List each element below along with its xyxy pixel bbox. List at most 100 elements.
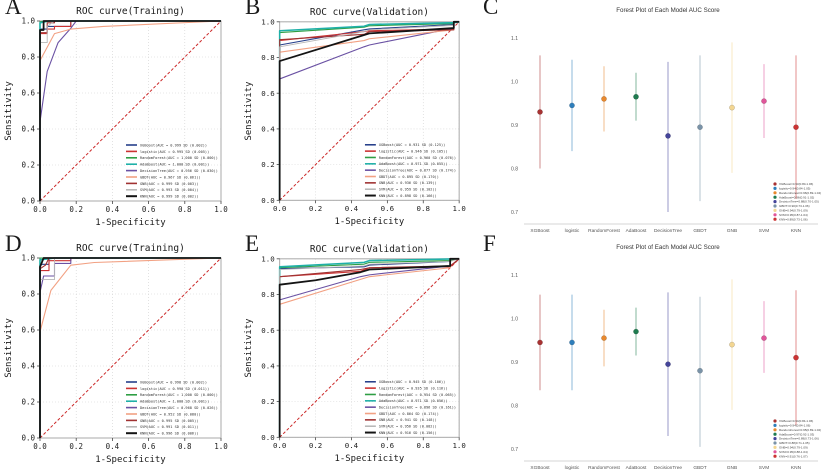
y-tick-label: 0.4 xyxy=(261,361,275,370)
chance-reference-line xyxy=(279,21,460,201)
legend-entry-label: logistic=0.94(0.84-1.05) xyxy=(779,187,810,191)
y-tick-label: 0.8 xyxy=(21,53,35,62)
y-tick-label: 0.0 xyxy=(261,196,274,205)
y-tick-label: 0.9 xyxy=(511,360,518,366)
chart-title: ROC curve(Validation) xyxy=(310,7,429,18)
x-tick-label: 1.0 xyxy=(214,442,228,451)
x-tick-label: 0.2 xyxy=(309,441,322,450)
chart-title: ROC curve(Validation) xyxy=(310,244,429,255)
legend-entry-label: KNN=0.89(0.73-1.06) xyxy=(779,217,808,221)
panel-d: D 0.0 0.0 0.2 0.2 0.4 0.4 0.6 0.6 0.8 0.8 1.0 1.0 RO… xyxy=(0,231,240,474)
forest-point-AdaBoost xyxy=(633,72,639,121)
legend-entry-label: GBDT=0.90(0.73-1.06) xyxy=(779,204,810,208)
y-tick-label: 0.8 xyxy=(261,53,274,62)
y-tick-label: 1.0 xyxy=(511,316,518,322)
roc-series-KNN xyxy=(39,20,221,201)
legend-entry-label: GNB(AUC = 0.999 SD (0.003)) xyxy=(140,182,198,186)
x-category-label: RandomForest xyxy=(588,465,620,471)
x-category-label: KNN xyxy=(791,465,802,471)
y-tick-label: 0.0 xyxy=(21,434,35,443)
x-tick-label: 0.0 xyxy=(273,204,286,213)
legend-entry-label: logistic(AUC = 0.935 SD (0.116)) xyxy=(379,387,448,391)
x-category-label: logistic xyxy=(565,465,580,471)
forest-point-SVM xyxy=(761,64,767,139)
y-tick-label: 0.2 xyxy=(21,398,35,407)
y-tick-label: 0.2 xyxy=(261,160,274,169)
legend-entry-label: DecisionTree(AUC = 0.896 SD (0.161)) xyxy=(379,406,456,410)
x-category-label: XGBoost xyxy=(530,465,550,471)
panel-label-f: F xyxy=(483,231,496,256)
x-category-label: AdaBoost xyxy=(626,465,647,471)
x-axis-label: 1-Specificity xyxy=(335,454,405,464)
legend-entry-label: GNB=0.94(0.79-1.09) xyxy=(779,446,808,450)
x-tick-label: 0.2 xyxy=(309,204,322,213)
panel-e: E 0.0 0.0 0.2 0.2 0.4 0.4 0.6 0.6 0.8 0.8 1.0 1.0 RO… xyxy=(240,231,478,474)
legend-entry-label: logistic(AUC = 0.946 SD (0.105)) xyxy=(379,150,448,154)
y-tick-label: 0.4 xyxy=(261,124,275,133)
legend-entry-label: XGBoost(AUC = 0.999 SD (0.002)) xyxy=(140,143,207,147)
legend-entry-label: XGBoost=0.93(0.80-1.06) xyxy=(779,182,813,186)
x-tick-label: 0.8 xyxy=(178,442,192,451)
axis-ticks: 0.00.0 0.2 0.2 0.4 0.4 0.6 0.6 0.8 0.8 1.0 1.0 xyxy=(261,254,466,450)
axis-ticks: 0.00.0 0.2 0.2 0.4 0.4 0.6 0.6 0.8 0.8 1.0 1.0 xyxy=(21,17,228,214)
legend-entry-label: AdaBoost(AUC = 1.000 SD (0.001)) xyxy=(140,163,209,167)
y-tick-label: 1.0 xyxy=(511,79,518,85)
legend-entry-label: KNN(AUC = 0.999 SD (0.002)) xyxy=(140,195,198,199)
y-tick-label: 0.7 xyxy=(511,447,518,453)
y-tick-label: 0.4 xyxy=(21,362,35,371)
x-tick-label: 0.0 xyxy=(273,441,286,450)
roc-plot-B: 0.00.0 0.2 0.2 0.4 0.4 0.6 0.6 0.8 0.8 1.0 1.0 ROC … xyxy=(244,7,466,227)
forest-plot-1: Forest Plot of Each Model AUC Score 0.7 0.… xyxy=(511,7,821,234)
legend-entry-label: KNN=0.91(0.76-1.07) xyxy=(779,454,808,458)
legend-entry-label: DecisionTree(AUC = 0.877 SD (0.174)) xyxy=(379,169,456,173)
legend-entry-label: RandomForest(AUC = 0.954 SD (0.065)) xyxy=(379,393,456,397)
forest-point-RandomForest xyxy=(601,66,607,132)
legend-entry-label: SVM=0.95(0.88-1.04) xyxy=(779,450,808,454)
legend-entry-label: SVM(AUC = 0.991 SD (0.011)) xyxy=(140,425,198,429)
x-tick-label: 0.8 xyxy=(417,204,430,213)
forest-point-DecisionTree xyxy=(665,292,671,436)
legend-entry-label: DecisionTree=0.88(0.70-1.05) xyxy=(779,200,819,204)
forest-point-logistic xyxy=(569,294,575,391)
roc-plot-A: 0.00.0 0.2 0.2 0.4 0.4 0.6 0.6 0.8 0.8 1.0 1.0 ROC … xyxy=(4,6,228,228)
x-category-label: GNB xyxy=(727,465,737,471)
legend-entry-label: logistic(AUC = 0.995 SD (0.005)) xyxy=(140,150,209,154)
x-tick-label: 0.8 xyxy=(178,205,192,214)
panel-label-b: B xyxy=(245,0,261,19)
roc-chart-validation-1: 0.00.0 0.2 0.2 0.4 0.4 0.6 0.6 0.8 0.8 1.0 1.0 ROC … xyxy=(244,7,466,227)
roc-series-KNN xyxy=(278,257,460,438)
x-tick-label: 1.0 xyxy=(452,441,465,450)
legend-entry-label: KNN(AUC = 0.996 SD (0.006)) xyxy=(140,432,198,436)
legend-entry-label: logistic(AUC = 0.990 SD (0.011)) xyxy=(140,387,209,391)
legend-entry-label: AdaBoost(AUC = 1.000 SD (0.001)) xyxy=(140,400,209,404)
panel-c: C Forest Plot of Each Model AUC Score 0.7… xyxy=(478,0,824,237)
x-category-label: SVM xyxy=(759,465,769,471)
forest-point-logistic xyxy=(569,59,575,152)
panel-label-a: A xyxy=(5,0,22,19)
y-tick-label: 0.2 xyxy=(21,161,35,170)
forest-point-XGBoost xyxy=(537,294,543,391)
forest-point-GNB xyxy=(729,279,735,410)
legend-entry-label: SVM=0.95(0.87-1.04) xyxy=(779,213,808,217)
y-tick-label: 1.0 xyxy=(261,254,274,263)
y-tick-label: 0.9 xyxy=(511,123,518,129)
y-tick-label: 0.8 xyxy=(511,166,518,172)
y-axis-label: Sensitivity xyxy=(244,318,254,378)
chart-title: ROC curve(Training) xyxy=(76,6,185,17)
chance-reference-line xyxy=(279,258,460,438)
panel-label-d: D xyxy=(5,231,22,256)
legend-entry-label: XGBoost(AUC = 0.945 SD (0.106)) xyxy=(379,380,446,384)
forest-point-GBDT xyxy=(697,296,703,447)
x-tick-label: 0.0 xyxy=(33,205,47,214)
panel-label-e: E xyxy=(245,231,260,256)
legend-entry-label: GNB(AUC = 0.941 SD (0.148)) xyxy=(379,418,437,422)
y-tick-label: 1.1 xyxy=(511,36,518,42)
legend-entry-label: AdaBoost=0.97(0.92-1.03) xyxy=(779,432,814,436)
legend-entry-label: XGBoost(AUC = 0.931 SD (0.125)) xyxy=(379,143,446,147)
legend-entry-label: XGBoost=0.94(0.84-1.06) xyxy=(779,419,813,423)
x-tick-label: 1.0 xyxy=(214,205,228,214)
x-tick-label: 0.6 xyxy=(381,441,394,450)
roc-series-logistic xyxy=(39,20,221,201)
legend: XGBoost(AUC = 0.998 SD (0.002)) logistic(… xyxy=(126,380,218,436)
legend-entry-label: KNN(AUC = 0.916 SD (0.156)) xyxy=(379,431,437,435)
